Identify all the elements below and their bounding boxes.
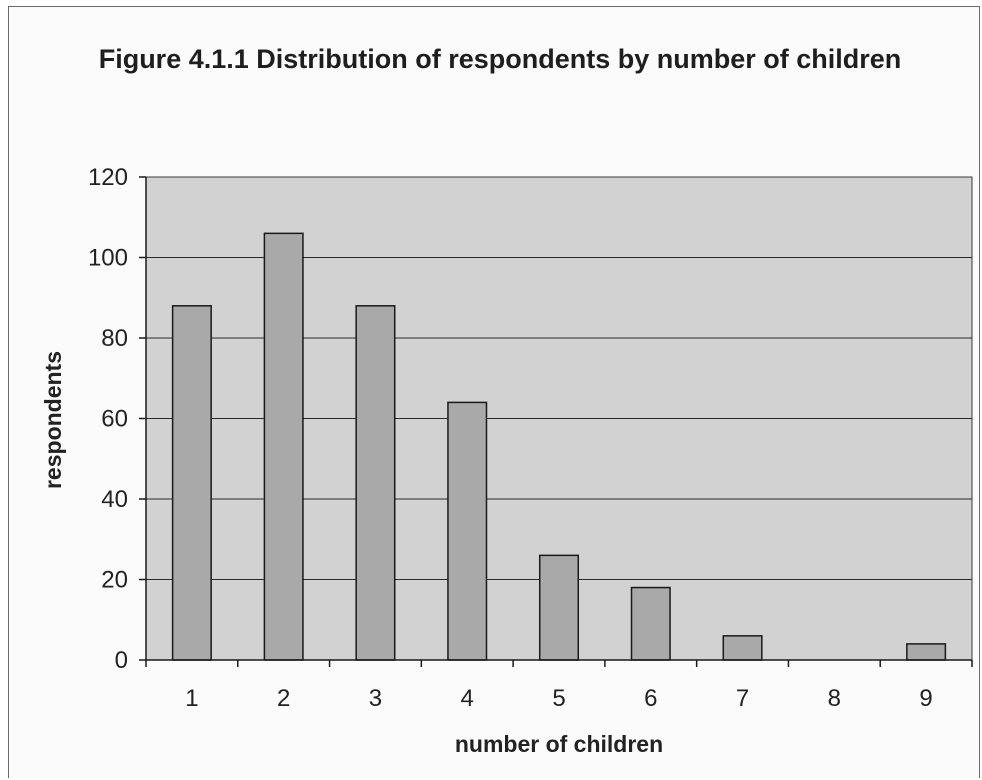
x-tick-label: 4 [461,685,474,712]
x-tick-label: 2 [277,685,290,712]
y-tick-label: 80 [101,325,128,352]
y-tick-label: 0 [115,647,128,674]
x-tick-label: 9 [919,685,932,712]
y-tick-label: 120 [88,164,128,191]
x-axis-title: number of children [455,731,663,757]
bar-6 [630,586,671,661]
y-axis-ticks: 0 20 40 60 80 100 120 [88,164,146,674]
bar-2 [263,232,304,661]
y-tick-label: 60 [101,406,128,433]
x-tick-label: 3 [369,685,382,712]
bar-5 [538,554,580,661]
chart-title: Figure 4.1.1 Distribution of respondents… [98,44,902,74]
x-tick-label: 5 [552,685,565,712]
bar-4 [447,401,488,661]
x-axis-ticks: 1 2 3 4 5 6 7 8 9 [145,660,973,712]
bars [171,232,947,661]
bar-9 [906,643,947,661]
y-tick-label: 40 [101,486,128,513]
x-tick-label: 1 [185,685,198,712]
x-tick-label: 8 [828,685,841,712]
x-tick-label: 7 [736,685,749,712]
bar-3 [355,305,396,661]
bar-1 [171,305,212,661]
y-tick-label: 100 [88,245,128,272]
bar-7 [722,635,763,661]
x-tick-label: 6 [644,685,657,712]
y-axis-title: respondents [40,351,66,489]
y-tick-label: 20 [101,567,128,594]
